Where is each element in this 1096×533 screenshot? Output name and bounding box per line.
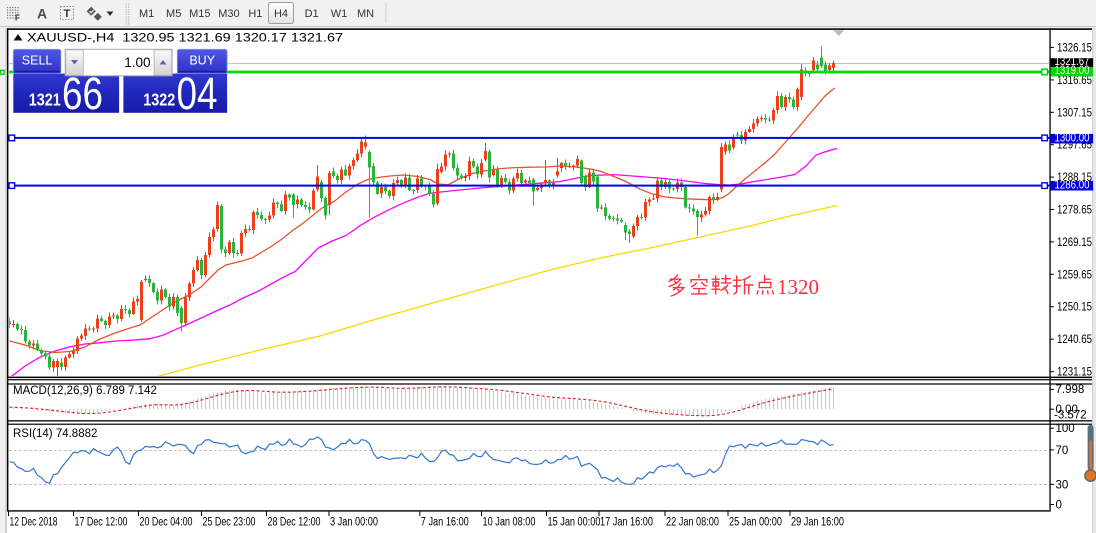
- svg-text:10 Jan 08:00: 10 Jan 08:00: [483, 517, 536, 529]
- svg-text:15 Jan 00:00: 15 Jan 00:00: [548, 517, 601, 529]
- svg-text:17 Jan 16:00: 17 Jan 16:00: [600, 517, 653, 529]
- svg-text:1321: 1321: [29, 89, 61, 109]
- svg-text:0.00: 0.00: [1056, 404, 1078, 416]
- svg-text:T: T: [64, 8, 71, 20]
- svg-text:XAUUSD-,H4 1320.95 1321.69 13: XAUUSD-,H4 1320.95 1321.69 1320.17 1321.…: [27, 33, 343, 45]
- svg-text:W1: W1: [331, 8, 348, 20]
- svg-text:H4: H4: [274, 8, 288, 20]
- svg-text:1269.15: 1269.15: [1057, 237, 1092, 249]
- svg-text:66: 66: [62, 68, 103, 119]
- svg-text:22 Jan 08:00: 22 Jan 08:00: [666, 517, 719, 529]
- svg-text:M5: M5: [166, 8, 181, 20]
- svg-text:30: 30: [1056, 479, 1069, 491]
- svg-text:1286.00: 1286.00: [1055, 179, 1090, 191]
- svg-text:25 Jan 00:00: 25 Jan 00:00: [729, 517, 782, 529]
- svg-text:100: 100: [1056, 423, 1075, 435]
- svg-text:MN: MN: [357, 8, 374, 20]
- svg-text:20 Dec 04:00: 20 Dec 04:00: [140, 517, 193, 529]
- svg-text:MACD(12,26,9) 6.789 7.142: MACD(12,26,9) 6.789 7.142: [13, 385, 157, 397]
- svg-text:1326.15: 1326.15: [1057, 42, 1092, 54]
- svg-text:SELL: SELL: [22, 54, 53, 68]
- svg-text:1231.15: 1231.15: [1057, 367, 1092, 379]
- svg-text:12 Dec 2018: 12 Dec 2018: [10, 517, 58, 529]
- svg-text:17 Dec 12:00: 17 Dec 12:00: [75, 517, 128, 529]
- svg-text:RSI(14) 74.8882: RSI(14) 74.8882: [13, 428, 97, 440]
- svg-text:29 Jan 16:00: 29 Jan 16:00: [791, 517, 844, 529]
- svg-text:F: F: [15, 14, 20, 23]
- svg-text:25 Dec 23:00: 25 Dec 23:00: [203, 517, 256, 529]
- svg-text:-3.572: -3.572: [1054, 409, 1087, 421]
- svg-text:H1: H1: [248, 8, 262, 20]
- svg-text:BUY: BUY: [189, 54, 215, 68]
- svg-text:1319.00: 1319.00: [1055, 65, 1090, 77]
- svg-text:1320: 1320: [777, 275, 819, 299]
- svg-text:70: 70: [1056, 445, 1069, 457]
- svg-text:1321.67: 1321.67: [1055, 56, 1090, 68]
- svg-text:1240.65: 1240.65: [1057, 334, 1092, 346]
- svg-text:04: 04: [177, 68, 218, 119]
- svg-text:1278.65: 1278.65: [1057, 205, 1092, 217]
- svg-text:7.998: 7.998: [1056, 384, 1085, 396]
- svg-text:7 Jan 16:00: 7 Jan 16:00: [421, 517, 469, 529]
- svg-text:M1: M1: [139, 8, 154, 20]
- svg-text:1307.15: 1307.15: [1057, 107, 1092, 119]
- svg-text:28 Dec 12:00: 28 Dec 12:00: [268, 517, 321, 529]
- svg-text:1250.15: 1250.15: [1057, 302, 1092, 314]
- svg-text:M30: M30: [218, 8, 239, 20]
- svg-text:3 Jan 00:00: 3 Jan 00:00: [330, 517, 378, 529]
- svg-text:A: A: [37, 6, 47, 22]
- svg-text:0: 0: [1056, 500, 1062, 512]
- svg-text:M15: M15: [189, 8, 210, 20]
- svg-text:1322: 1322: [143, 89, 175, 109]
- svg-text:1.00: 1.00: [124, 55, 150, 70]
- svg-text:1259.65: 1259.65: [1057, 269, 1092, 281]
- svg-text:1300.00: 1300.00: [1055, 132, 1090, 144]
- svg-text:D1: D1: [305, 8, 319, 20]
- svg-text:1316.65: 1316.65: [1057, 75, 1092, 87]
